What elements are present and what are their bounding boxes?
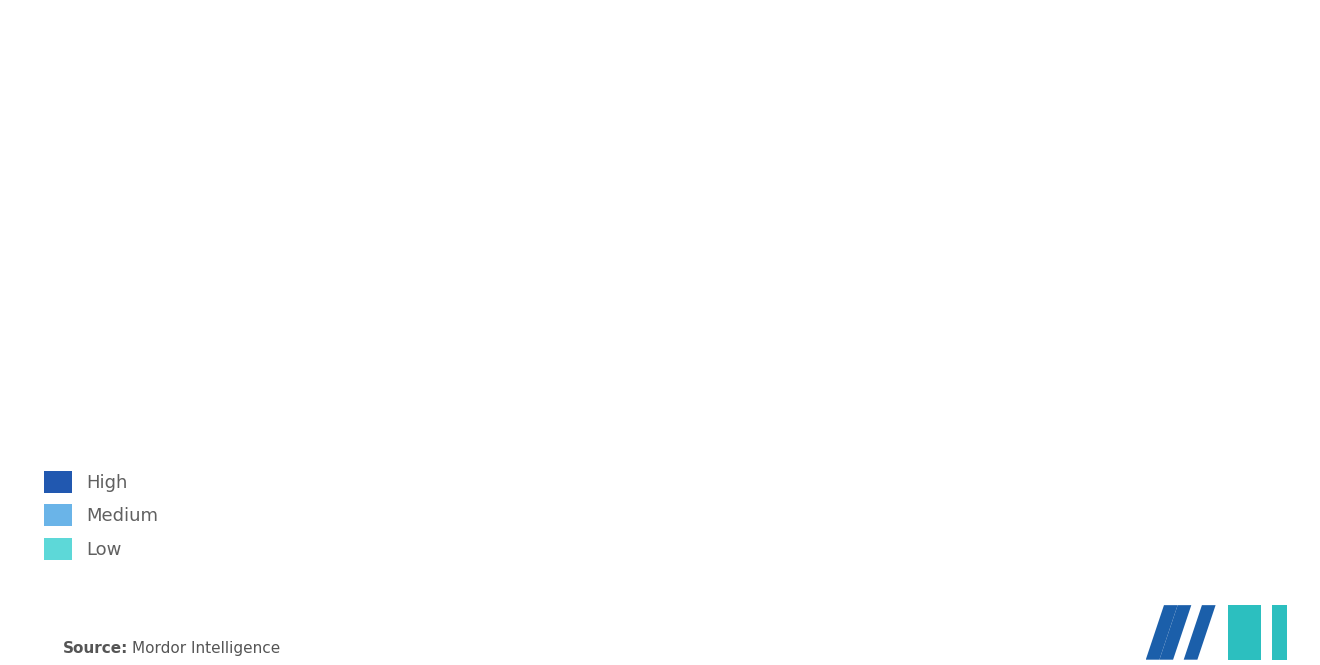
Polygon shape (1159, 605, 1191, 660)
Polygon shape (1228, 605, 1243, 660)
Polygon shape (1146, 605, 1177, 660)
Polygon shape (1243, 605, 1261, 660)
Text: Source:: Source: (63, 641, 129, 656)
Polygon shape (1271, 605, 1287, 660)
Text: Mordor Intelligence: Mordor Intelligence (132, 641, 280, 656)
Legend: High, Medium, Low: High, Medium, Low (36, 462, 168, 569)
Polygon shape (1184, 605, 1216, 660)
